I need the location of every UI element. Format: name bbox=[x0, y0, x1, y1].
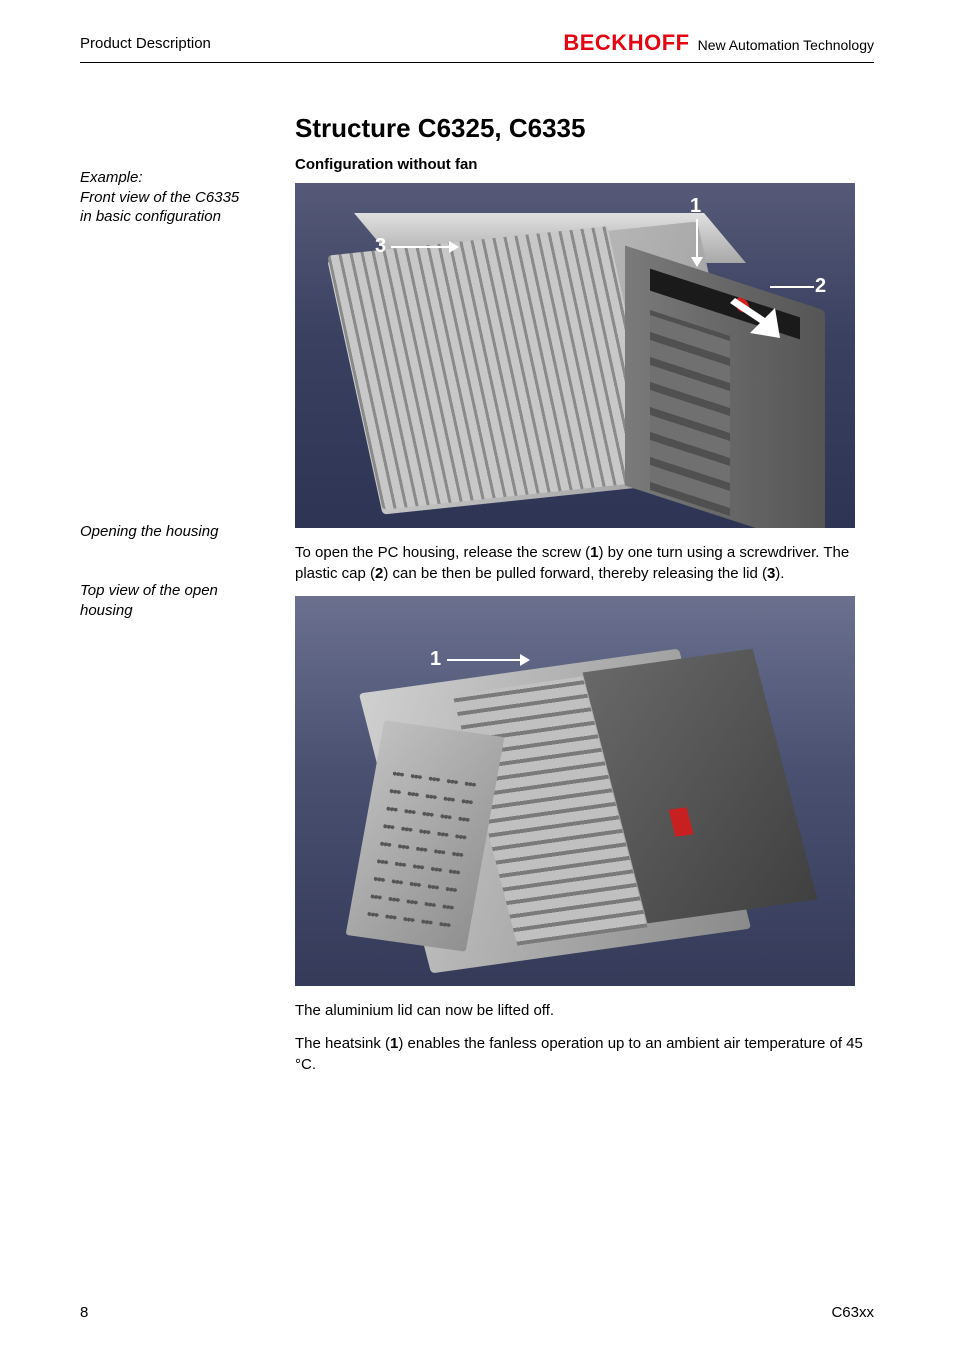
paragraph-lid: The aluminium lid can now be lifted off. bbox=[295, 1000, 874, 1021]
sidebar-note-topview: Top view of the open housing bbox=[80, 581, 275, 620]
sidebar: Example: Front view of the C6335 in basi… bbox=[80, 113, 275, 1087]
paragraph-opening: To open the PC housing, release the scre… bbox=[295, 542, 874, 584]
brand-tagline: New Automation Technology bbox=[698, 37, 874, 53]
content-area: Example: Front view of the C6335 in basi… bbox=[80, 113, 874, 1087]
callout-3-arrow-icon bbox=[449, 241, 459, 253]
callout-1-arrow-icon bbox=[691, 257, 703, 267]
page: Product Description BECKHOFF New Automat… bbox=[0, 0, 954, 1117]
callout-2-label: 2 bbox=[815, 275, 826, 298]
note1-line1: Example: bbox=[80, 169, 143, 186]
page-header: Product Description BECKHOFF New Automat… bbox=[80, 30, 874, 63]
callout-fig2-1-label: 1 bbox=[430, 648, 441, 671]
pull-arrow-icon bbox=[725, 293, 785, 343]
figure-top-view: 1 bbox=[295, 596, 855, 986]
callout-3-line bbox=[391, 246, 451, 248]
note3-line2: housing bbox=[80, 602, 133, 619]
header-brand-block: BECKHOFF New Automation Technology bbox=[563, 30, 874, 56]
callout-1-label: 1 bbox=[690, 195, 701, 218]
footer-doc-id: C63xx bbox=[831, 1304, 874, 1321]
sidebar-note-example: Example: Front view of the C6335 in basi… bbox=[80, 168, 275, 227]
footer-page-number: 8 bbox=[80, 1304, 88, 1321]
header-section: Product Description bbox=[80, 35, 211, 52]
callout-1-line bbox=[696, 219, 698, 259]
device-port-panel bbox=[650, 310, 730, 516]
callout-fig2-1-line bbox=[447, 659, 522, 661]
note3-line1: Top view of the open bbox=[80, 582, 218, 599]
body1-b1: 1 bbox=[590, 544, 598, 561]
callout-3-label: 3 bbox=[375, 235, 386, 258]
note1-line2: Front view of the C6335 bbox=[80, 189, 239, 206]
note1-line3: in basic configuration bbox=[80, 208, 221, 225]
body1-pre: To open the PC housing, release the scre… bbox=[295, 544, 590, 561]
device-heatsink-fins bbox=[327, 226, 662, 510]
callout-2-line bbox=[770, 286, 814, 288]
callout-fig2-1-arrow-icon bbox=[520, 654, 530, 666]
body1-post: ). bbox=[775, 565, 784, 582]
subtitle: Configuration without fan bbox=[295, 156, 874, 173]
page-footer: 8 C63xx bbox=[80, 1304, 874, 1321]
paragraph-heatsink: The heatsink (1) enables the fanless ope… bbox=[295, 1033, 874, 1075]
body3-pre: The heatsink ( bbox=[295, 1035, 390, 1052]
page-title: Structure C6325, C6335 bbox=[295, 113, 874, 144]
body1-mid2: ) can be then be pulled forward, thereby… bbox=[383, 565, 767, 582]
figure-front-view: 1 2 3 bbox=[295, 183, 855, 528]
brand-logo: BECKHOFF bbox=[563, 30, 689, 56]
main-column: Structure C6325, C6335 Configuration wit… bbox=[295, 113, 874, 1087]
sidebar-note-opening: Opening the housing bbox=[80, 522, 275, 542]
